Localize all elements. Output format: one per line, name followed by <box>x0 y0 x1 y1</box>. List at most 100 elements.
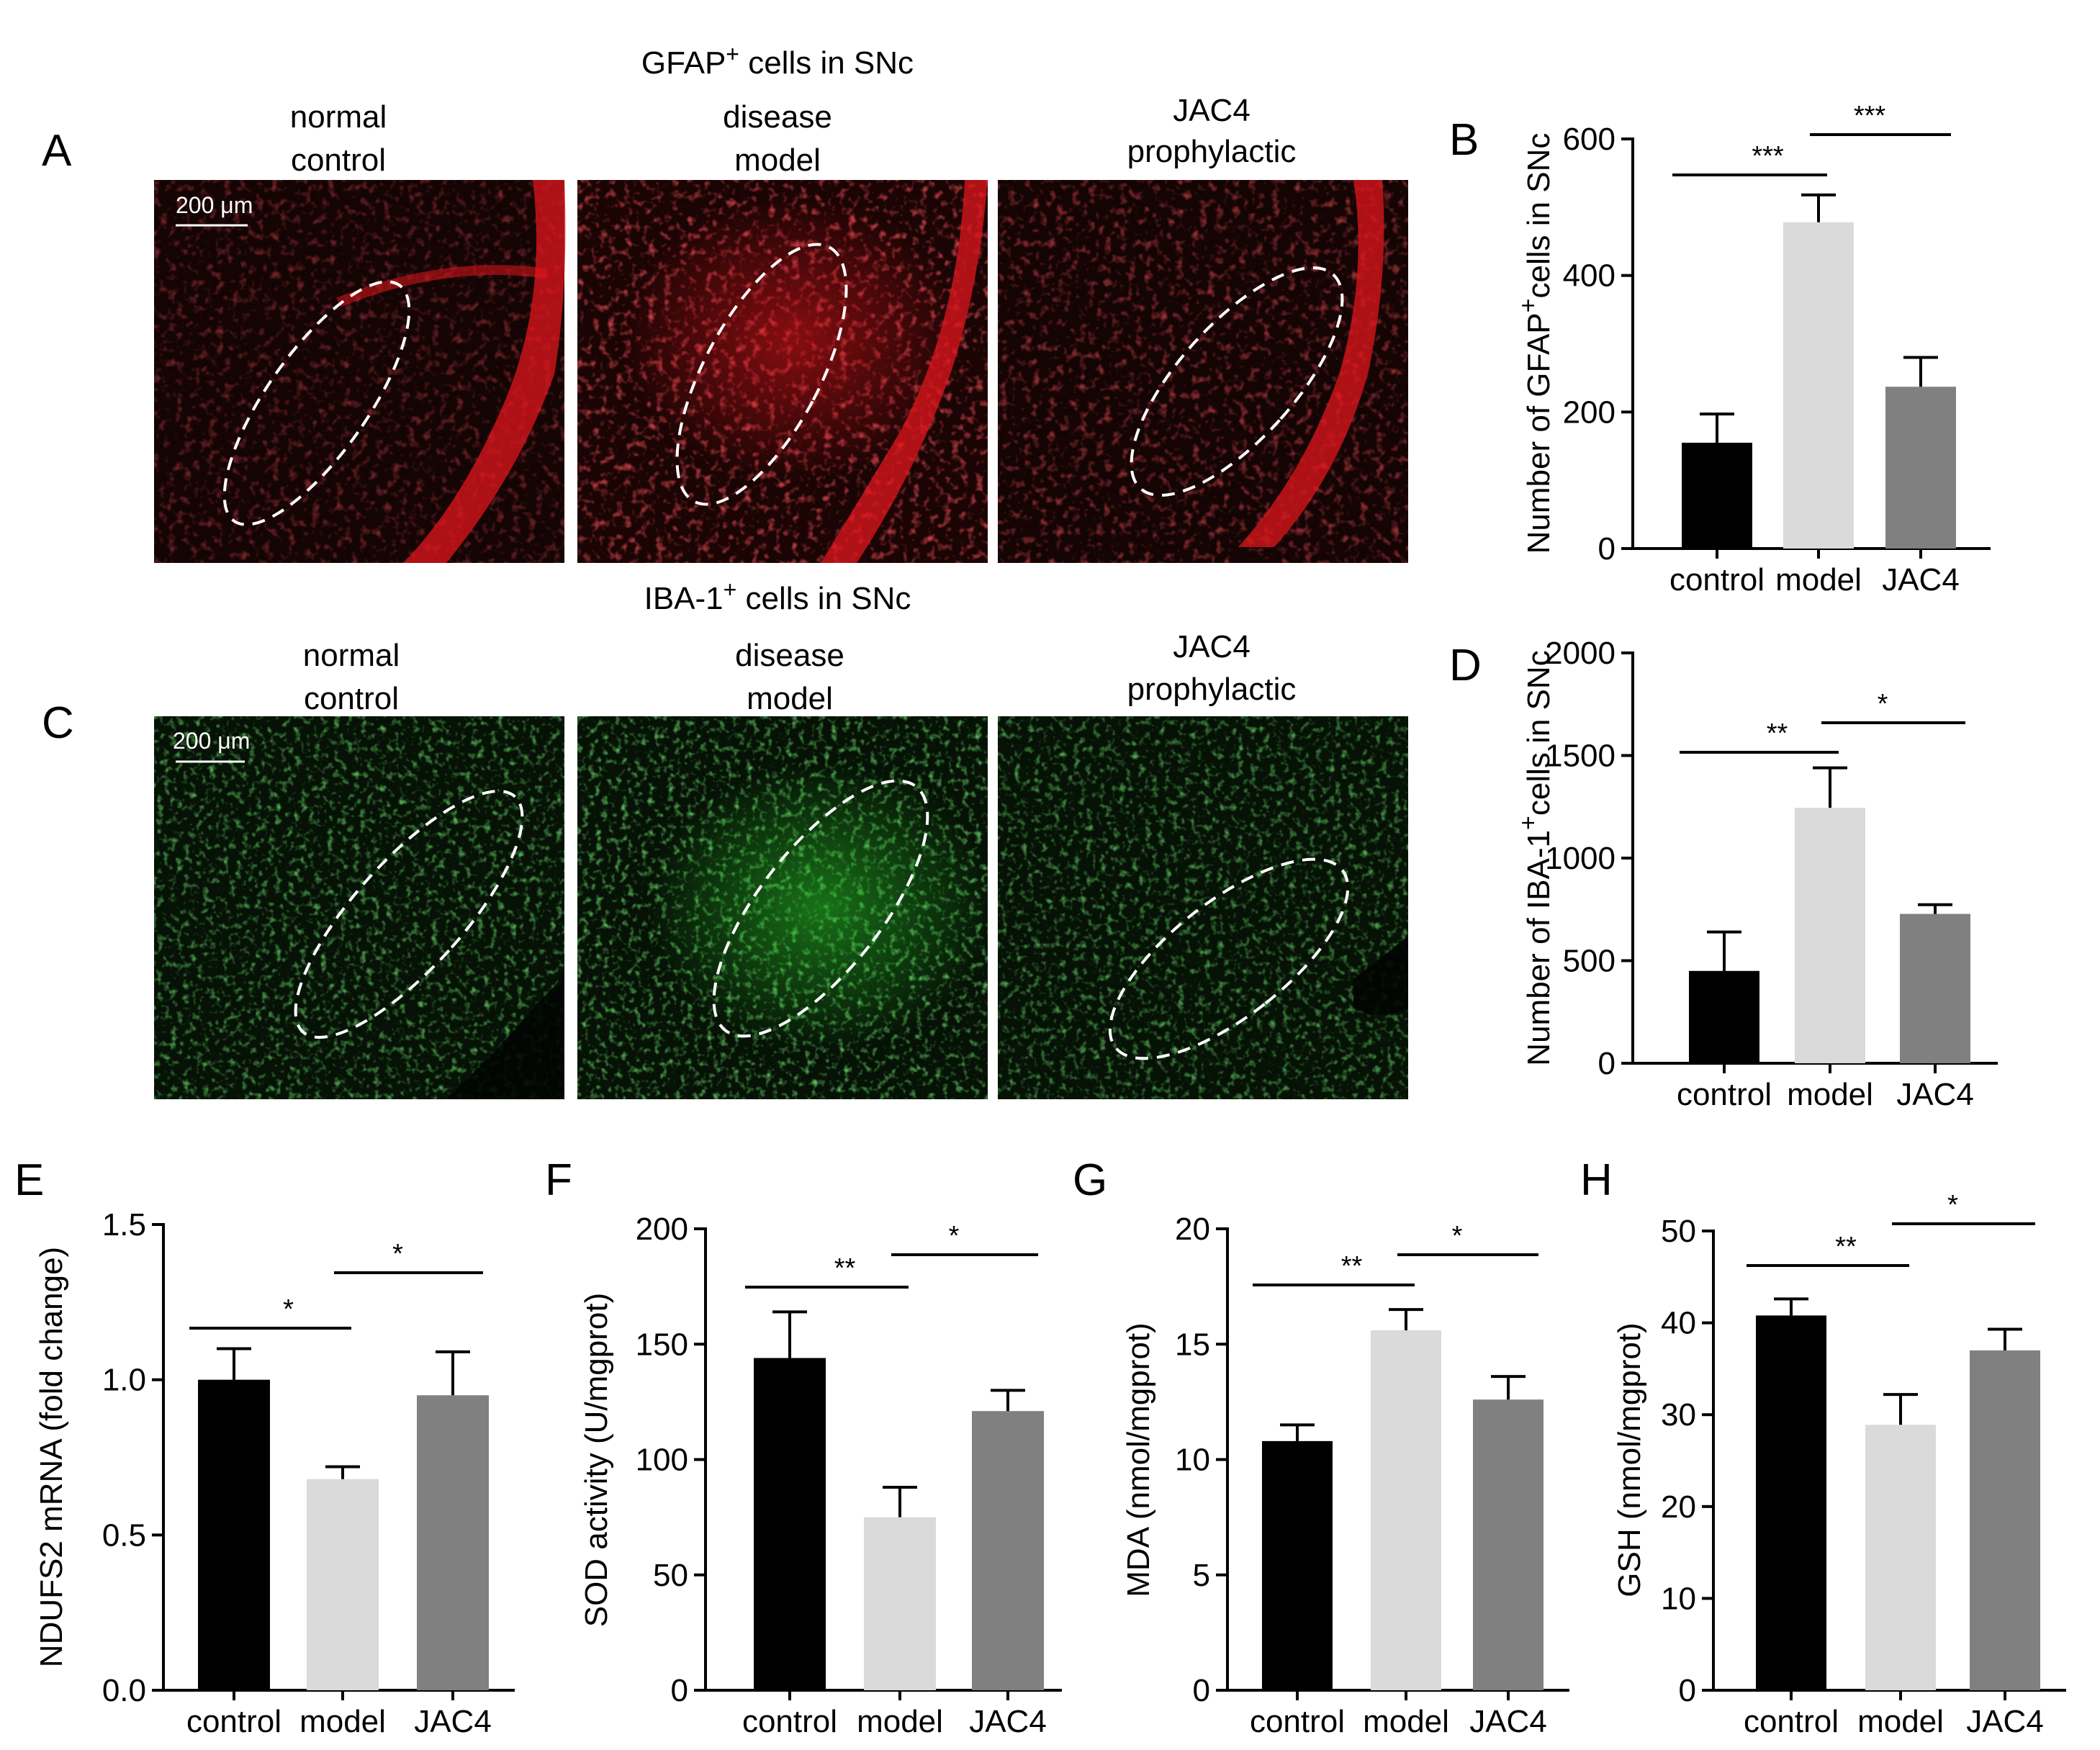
category-label-e-jac4: JAC4 <box>414 1704 492 1739</box>
category-label-d-jac4: JAC4 <box>1896 1077 1974 1112</box>
chart-g-ytick-label: 0 <box>1193 1673 1210 1708</box>
category-label-h-jac4: JAC4 <box>1966 1704 2044 1739</box>
micrograph-iba1-jac4 <box>998 716 1408 1099</box>
chart-f-ytick-label: 0 <box>671 1673 688 1708</box>
bar-d-model <box>1795 808 1865 1063</box>
category-label-b-control: control <box>1669 562 1765 597</box>
panel-c-col1-line2: control <box>304 681 399 716</box>
chart-d-ytick-label: 1500 <box>1545 739 1615 774</box>
chart-g-ytick-label: 15 <box>1175 1327 1210 1362</box>
category-label-h-control: control <box>1744 1704 1839 1739</box>
chart-h-ytick-label: 50 <box>1661 1214 1696 1249</box>
panel-c-col3-line2: prophylactic <box>1127 672 1297 707</box>
chart-e: E 0.0 0.5 1.0 1.5 NDUFS2 mRNA (fold change) co… <box>14 1155 515 1739</box>
bar-f-model <box>864 1517 936 1690</box>
micrograph-gfap-control: 200 μm <box>154 180 566 563</box>
chart-f-ylabel: SOD activity (U/mgprot) <box>579 1293 614 1628</box>
chart-f-ytick-label: 50 <box>653 1558 688 1593</box>
panel-c-col1-line1: normal <box>303 638 400 673</box>
category-label-b-model: model <box>1775 562 1862 597</box>
bar-f-jac4 <box>972 1411 1044 1690</box>
bar-e-model <box>307 1479 379 1690</box>
panel-f-letter: F <box>545 1155 572 1205</box>
category-label-g-model: model <box>1363 1704 1449 1739</box>
panel-a-title: GFAP+ cells in SNc <box>641 41 914 81</box>
significance-label-b: *** <box>1752 141 1784 171</box>
chart-d-ytick-label: 500 <box>1563 944 1615 979</box>
panel-c-col2-line1: disease <box>735 638 844 673</box>
category-label-d-control: control <box>1677 1077 1772 1112</box>
significance-label-f: * <box>949 1221 960 1251</box>
chart-e-ylabel: NDUFS2 mRNA (fold change) <box>34 1247 69 1667</box>
significance-label-f: ** <box>834 1253 856 1284</box>
chart-d-ytick-label: 1000 <box>1545 841 1615 876</box>
panel-b-letter: B <box>1449 115 1479 165</box>
scale-bar-label-a: 200 μm <box>176 192 253 218</box>
bar-d-jac4 <box>1900 914 1970 1063</box>
significance-label-e: * <box>392 1239 403 1269</box>
panel-c-title: IBA-1+ cells in SNc <box>644 577 911 616</box>
category-label-g-jac4: JAC4 <box>1469 1704 1547 1739</box>
panel-a-col2-line1: disease <box>723 99 832 135</box>
panel-a: A GFAP+ cells in SNc normal control dise… <box>42 41 1408 563</box>
chart-b-ytick-label: 400 <box>1563 258 1615 294</box>
panel-e-letter: E <box>14 1155 44 1205</box>
chart-b-ylabel: Number of GFAP+cells in SNc <box>1515 133 1556 554</box>
category-label-e-control: control <box>186 1704 281 1739</box>
chart-e-ytick-label: 1.5 <box>102 1207 146 1242</box>
panel-a-col2-line2: model <box>734 143 821 178</box>
significance-label-d: ** <box>1767 718 1788 749</box>
chart-d-ylabel: Number of IBA-1+cells in SNc <box>1515 650 1556 1065</box>
bar-h-model <box>1865 1425 1936 1690</box>
chart-f-ytick-label: 200 <box>636 1212 688 1247</box>
micrograph-gfap-model <box>577 180 988 563</box>
panel-d-letter: D <box>1449 641 1482 690</box>
significance-label-g: * <box>1452 1221 1463 1251</box>
significance-label-e: * <box>283 1294 294 1325</box>
chart-e-ytick-label: 0.0 <box>102 1673 146 1708</box>
bar-g-model <box>1371 1330 1441 1690</box>
category-label-e-model: model <box>299 1704 386 1739</box>
significance-label-h: ** <box>1835 1232 1857 1262</box>
micrograph-gfap-jac4 <box>998 180 1408 563</box>
panel-c-letter: C <box>42 698 74 748</box>
chart-h: H 0 10 20 30 40 50 GSH (nmol/mgprot) control mode… <box>1580 1155 2066 1739</box>
chart-d-ytick-label: 2000 <box>1545 636 1615 671</box>
chart-e-ytick-label: 0.5 <box>102 1517 146 1553</box>
panel-c-col2-line2: model <box>747 681 833 716</box>
bar-f-control <box>754 1358 826 1690</box>
chart-g-ytick-label: 10 <box>1175 1443 1210 1478</box>
chart-f-ytick-label: 100 <box>636 1443 688 1478</box>
bar-h-jac4 <box>1970 1350 2040 1690</box>
bar-d-control <box>1689 970 1759 1063</box>
chart-d-ytick-label: 0 <box>1598 1046 1615 1081</box>
panel-a-col3-line2: prophylactic <box>1127 134 1297 169</box>
panel-h-letter: H <box>1580 1155 1613 1205</box>
chart-h-ytick-label: 10 <box>1661 1581 1696 1616</box>
panel-c: C IBA-1+ cells in SNc normal control dis… <box>42 577 1408 1099</box>
chart-h-ytick-label: 0 <box>1679 1673 1696 1708</box>
bar-b-jac4 <box>1885 387 1956 549</box>
bar-e-jac4 <box>417 1395 489 1690</box>
significance-label-h: * <box>1947 1190 1958 1220</box>
chart-h-ylabel: GSH (nmol/mgprot) <box>1612 1322 1647 1597</box>
category-label-f-control: control <box>742 1704 837 1739</box>
category-label-h-model: model <box>1857 1704 1944 1739</box>
bar-b-model <box>1783 222 1854 549</box>
scale-bar-label-c: 200 μm <box>173 728 250 754</box>
chart-b-ytick-label: 200 <box>1563 394 1615 430</box>
chart-b-ytick-label: 0 <box>1598 531 1615 567</box>
bar-b-control <box>1682 443 1752 549</box>
chart-g: G 0 5 10 15 20 MDA (nmol/mgprot) control model JA… <box>1073 1155 1569 1739</box>
chart-f-ytick-label: 150 <box>636 1327 688 1362</box>
category-label-b-jac4: JAC4 <box>1882 562 1960 597</box>
bar-g-jac4 <box>1473 1399 1544 1690</box>
chart-h-ytick-label: 30 <box>1661 1397 1696 1433</box>
panel-a-col1-line1: normal <box>290 99 387 135</box>
chart-g-ytick-label: 5 <box>1193 1558 1210 1593</box>
chart-h-ytick-label: 40 <box>1661 1306 1696 1341</box>
micrograph-iba1-model <box>577 716 993 1099</box>
bar-h-control <box>1756 1315 1826 1690</box>
bar-g-control <box>1262 1440 1333 1690</box>
